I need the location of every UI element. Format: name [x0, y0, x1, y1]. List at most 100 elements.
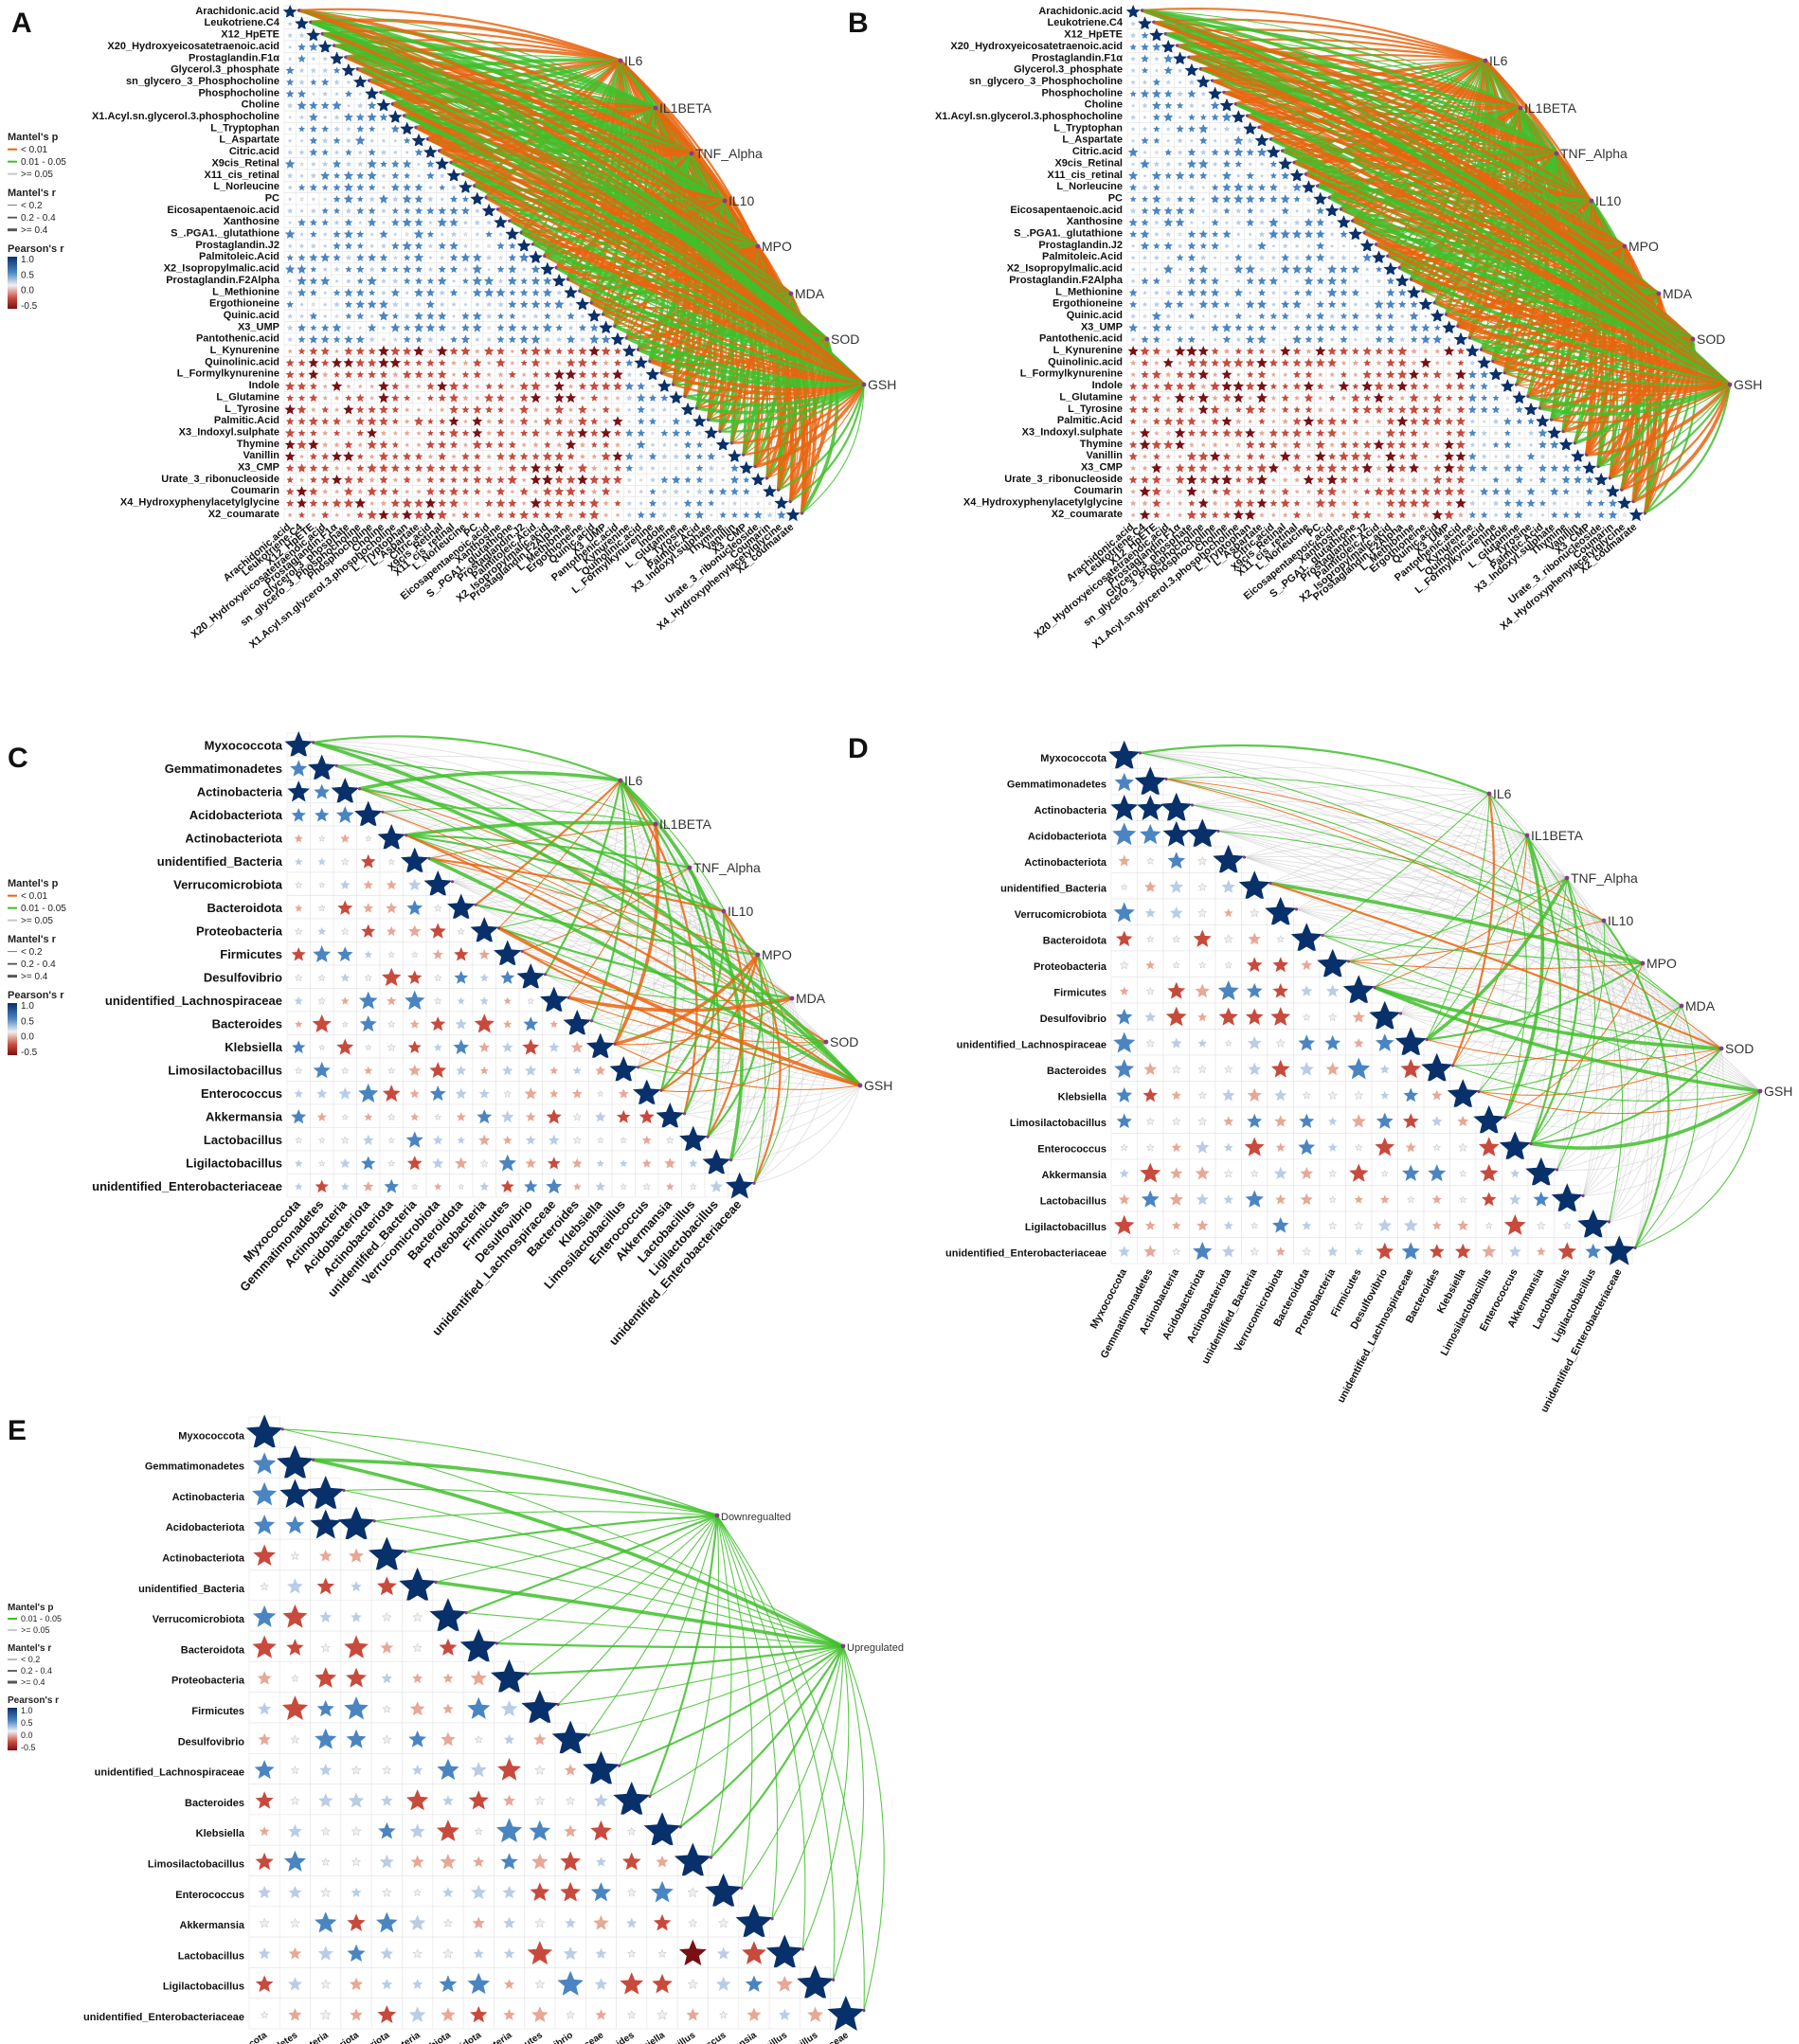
correlation-star [311, 92, 315, 97]
correlation-star [356, 265, 365, 274]
correlation-star [381, 220, 387, 225]
correlation-star [282, 4, 297, 19]
row-label-x9cis-retinal: X9cis_Retinal [1054, 157, 1123, 169]
correlation-star [378, 380, 389, 391]
row-label-glycerol-3-phosphate: Glycerol.3_phosphate [171, 64, 279, 76]
correlation-star [413, 228, 424, 240]
row-label-vanillin: Vanillin [1086, 450, 1123, 461]
correlation-star [334, 278, 339, 283]
correlation-star [486, 336, 492, 343]
correlation-star [297, 276, 307, 286]
link-anchor [578, 289, 582, 293]
link-anchor [707, 418, 711, 421]
correlation-star [333, 314, 340, 319]
target-node-mpo [755, 243, 761, 249]
link-anchor [777, 488, 781, 492]
row-label-l-norleucine: L_Norleucine [1056, 181, 1123, 192]
correlation-star [284, 228, 296, 240]
correlation-star [356, 124, 365, 133]
correlation-star [451, 371, 457, 377]
link-anchor [659, 371, 663, 375]
row-label-pc: PC [1108, 192, 1123, 204]
correlation-star [403, 359, 411, 367]
correlation-star [333, 253, 341, 261]
correlation-star [333, 289, 341, 296]
correlation-star [601, 381, 611, 391]
correlation-star [355, 393, 365, 403]
correlation-star [426, 370, 435, 378]
correlation-star [310, 265, 317, 273]
correlation-star [610, 332, 625, 346]
correlation-star [400, 121, 415, 135]
mantel-link [789, 384, 866, 503]
link-anchor [1444, 313, 1448, 316]
correlation-star [368, 347, 376, 355]
correlation-star [544, 336, 551, 343]
correlation-star [460, 206, 471, 215]
correlation-star [345, 161, 352, 168]
legend-pearson-tick: 1.0 [21, 255, 34, 265]
correlation-star [321, 184, 329, 191]
correlation-star [520, 277, 529, 285]
correlation-star [472, 287, 482, 297]
correlation-star [391, 393, 400, 402]
correlation-star [414, 311, 423, 321]
row-label-xanthosine: Xanthosine [224, 216, 279, 227]
correlation-star [531, 276, 541, 286]
link-anchor [402, 114, 406, 117]
correlation-star [380, 265, 387, 273]
correlation-star [413, 252, 424, 262]
link-anchor [648, 359, 652, 364]
correlation-star [462, 266, 469, 272]
link-anchor [671, 383, 675, 386]
mantel-link [297, 9, 760, 248]
row-label-ergothioneine: Ergothioneine [209, 298, 279, 310]
correlation-star [414, 206, 423, 215]
heatmap-grid [282, 4, 801, 522]
correlation-star [284, 263, 296, 274]
correlation-star [531, 299, 541, 309]
correlation-star [461, 382, 470, 390]
link-anchor [1280, 149, 1285, 152]
correlation-star [508, 253, 517, 261]
correlation-star [427, 266, 434, 272]
column-labels: Arachidonic.acidLeukotriene.C4X12_HpETEX… [1033, 521, 1640, 651]
target-node-gsh [1727, 382, 1733, 387]
correlation-star [297, 100, 307, 111]
row-label-l-norleucine: L_Norleucine [213, 181, 279, 192]
correlation-star [287, 126, 293, 132]
correlation-star [543, 276, 552, 285]
correlation-star [556, 360, 563, 366]
correlation-star [380, 160, 387, 168]
correlation-star [309, 334, 318, 344]
correlation-star [531, 381, 541, 391]
correlation-star [298, 196, 305, 202]
link-anchor [390, 102, 394, 106]
correlation-star [299, 231, 304, 237]
correlation-star [474, 207, 480, 214]
row-label-x3-ump: X3_UMP [1081, 321, 1123, 332]
row-label-quinolinic-acid: Quinolinic.acid [1048, 356, 1123, 368]
target-label-il6: IL6 [1489, 53, 1508, 68]
correlation-star [486, 301, 493, 308]
correlation-star [485, 313, 493, 319]
correlation-star [402, 217, 413, 227]
link-anchor [1421, 289, 1425, 293]
correlation-star [356, 370, 365, 378]
correlation-star [310, 67, 317, 74]
correlation-star [286, 254, 294, 261]
correlation-star [333, 301, 340, 308]
target-label-il10: IL10 [729, 193, 754, 208]
correlation-star [352, 75, 368, 89]
correlation-star [404, 171, 411, 179]
correlation-star [393, 138, 398, 143]
correlation-star [601, 346, 611, 356]
correlation-star [392, 278, 399, 284]
link-anchor [1596, 464, 1600, 469]
correlation-star [333, 125, 340, 133]
row-label-palmitoleic-acid: Palmitoleic.Acid [199, 251, 279, 262]
correlation-star [435, 156, 450, 170]
column-label-x20-hydroxyeicosatetraenoic-acid: X20_Hydroxyeicosatetraenoic.acid [1033, 522, 1172, 641]
correlation-star [634, 355, 649, 369]
correlation-star [345, 325, 351, 331]
